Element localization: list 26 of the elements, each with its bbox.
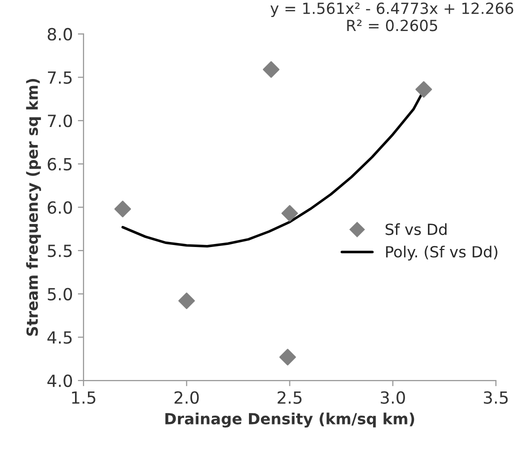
y-tick-label: 7.5	[48, 71, 72, 84]
x-tick-label: 3.5	[484, 391, 508, 404]
x-tick-label: 2.5	[278, 391, 302, 404]
y-tick-label: 8.0	[48, 28, 72, 41]
y-tick-label: 4.5	[47, 331, 72, 344]
x-tick-label: 3.0	[380, 391, 405, 404]
y-tick-label: 5.5	[48, 244, 72, 258]
point	[281, 205, 298, 222]
y-tick-label: 6.5	[48, 158, 72, 170]
x-tick-label: 2.0	[174, 391, 199, 404]
point	[262, 61, 280, 78]
x-tick-label: 1.5	[72, 391, 96, 404]
text: y = 1.561x² - 6.4773x + 12.266	[270, 2, 514, 18]
y-axis-title: Stream frequency (per sq km)	[26, 78, 42, 336]
legend-label: Sf vs Dd	[386, 223, 447, 236]
point	[415, 81, 432, 98]
point	[279, 348, 296, 366]
point	[114, 200, 131, 218]
y-tick-label: 4.0	[47, 374, 72, 388]
text: R² = 0.2605	[347, 20, 438, 32]
y-tick-label: 6.0	[48, 201, 72, 214]
x-axis-title: Drainage Density (km/sq km)	[165, 412, 414, 428]
point	[178, 292, 195, 310]
y-tick-label: 5.0	[48, 288, 72, 300]
legend-label: Poly. (Sf vs Dd)	[386, 246, 498, 261]
y-tick-label: 7.0	[48, 114, 72, 128]
